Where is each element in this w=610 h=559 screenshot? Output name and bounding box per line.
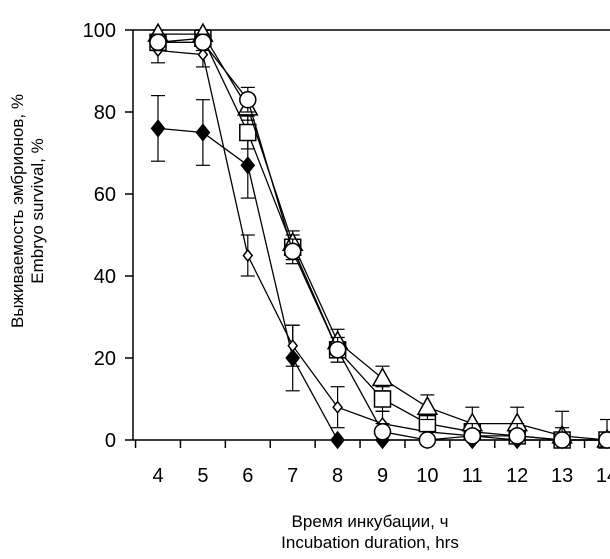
square-marker [373, 390, 392, 408]
x-tick-label: 8 [332, 465, 343, 487]
x-tick-label: 12 [506, 465, 528, 487]
diamond-open-marker [287, 338, 299, 353]
circle-marker [194, 33, 212, 52]
circle-marker [239, 90, 257, 109]
y-tick-label: 0 [105, 430, 116, 452]
x-tick-label: 9 [377, 465, 388, 487]
y-tick-label: 40 [94, 266, 116, 288]
x-axis-title-ru: Время инкубации, ч [292, 512, 449, 531]
triangle-marker [371, 366, 394, 387]
x-tick-label: 4 [152, 465, 163, 487]
triangle-marker [416, 395, 439, 415]
circle-marker [463, 427, 482, 445]
y-tick-label: 100 [83, 20, 116, 42]
series-triangle-open [147, 22, 610, 448]
diamond-filled-marker [150, 119, 166, 138]
y-tick-label: 20 [94, 348, 116, 370]
x-tick-label: 14 [596, 465, 610, 487]
x-ticks: 4 5 6 7 8 9 10 11 12 13 14 [134, 440, 610, 487]
circle-marker [553, 431, 571, 449]
y-ticks: 0 20 40 60 80 100 [83, 20, 133, 452]
y-axis-title-ru: Выживаемость эмбрионов, % [8, 94, 27, 328]
y-axis-title-en: Embryo survival, % [28, 138, 47, 283]
circle-marker [328, 341, 347, 359]
series-layer [147, 22, 610, 450]
diamond-filled-marker [195, 123, 211, 142]
diamond-open-marker [242, 248, 254, 263]
circle-marker [598, 431, 610, 449]
square-marker [239, 123, 257, 142]
circle-marker [418, 431, 437, 449]
x-axis-title-en: Incubation duration, hrs [281, 533, 459, 552]
x-tick-label: 7 [287, 465, 298, 487]
y-tick-label: 80 [94, 102, 116, 124]
x-tick-label: 6 [242, 465, 253, 487]
series-circle-open [149, 33, 610, 449]
circle-marker [373, 423, 392, 441]
x-tick-label: 10 [416, 465, 438, 487]
x-tick-label: 5 [197, 465, 208, 487]
diamond-filled-marker [240, 156, 256, 175]
circle-marker [508, 427, 526, 445]
circle-marker [283, 242, 302, 261]
diamond-open-marker [332, 400, 343, 414]
x-tick-label: 13 [551, 465, 573, 487]
y-tick-label: 60 [94, 184, 116, 206]
x-tick-label: 11 [462, 465, 483, 487]
diamond-filled-marker [330, 430, 345, 450]
circle-marker [149, 33, 167, 52]
diamond-open-marker [197, 47, 209, 62]
plot-area: 0 20 40 60 80 100 4 5 6 7 8 9 10 11 12 13 14 [83, 20, 610, 487]
